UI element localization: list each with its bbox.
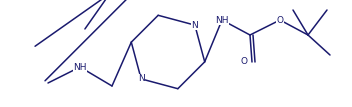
Text: O: O: [240, 57, 247, 66]
Text: N: N: [138, 74, 145, 83]
Text: NH: NH: [73, 62, 87, 71]
Text: N: N: [191, 21, 198, 30]
Text: NH: NH: [215, 16, 229, 25]
Text: O: O: [277, 16, 283, 25]
